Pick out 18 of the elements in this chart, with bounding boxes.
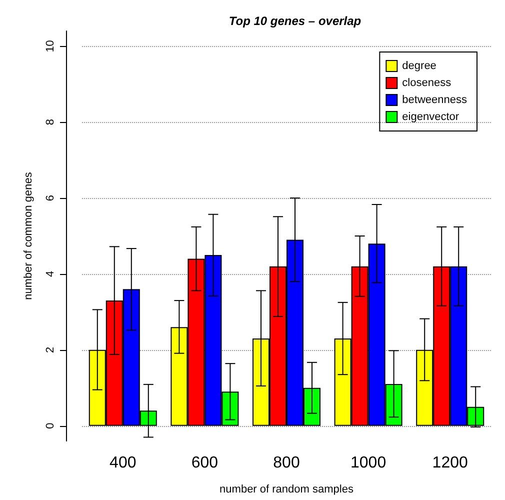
y-tick-label: 0: [44, 422, 56, 429]
x-tick-label: 600: [191, 454, 218, 472]
y-axis-title: number of common genes: [22, 172, 34, 300]
legend-label: eigenvector: [402, 111, 460, 123]
x-tick-label: 800: [273, 454, 300, 472]
y-tick-label: 4: [44, 270, 56, 278]
x-axis-title: number of random samples: [220, 484, 354, 496]
y-tick-label: 2: [44, 346, 56, 353]
legend-label: closeness: [402, 77, 452, 89]
y-tick-label: 8: [44, 119, 56, 126]
y-tick-label: 6: [44, 194, 56, 202]
x-tick-label: 1000: [350, 454, 386, 472]
x-tick-label: 1200: [432, 454, 468, 472]
legend-label: betweenness: [402, 94, 468, 106]
chart-title: Top 10 genes – overlap: [228, 14, 362, 28]
legend-label: degree: [402, 60, 436, 72]
x-tick-label: 400: [110, 454, 136, 472]
y-tick-label: 10: [44, 40, 56, 52]
